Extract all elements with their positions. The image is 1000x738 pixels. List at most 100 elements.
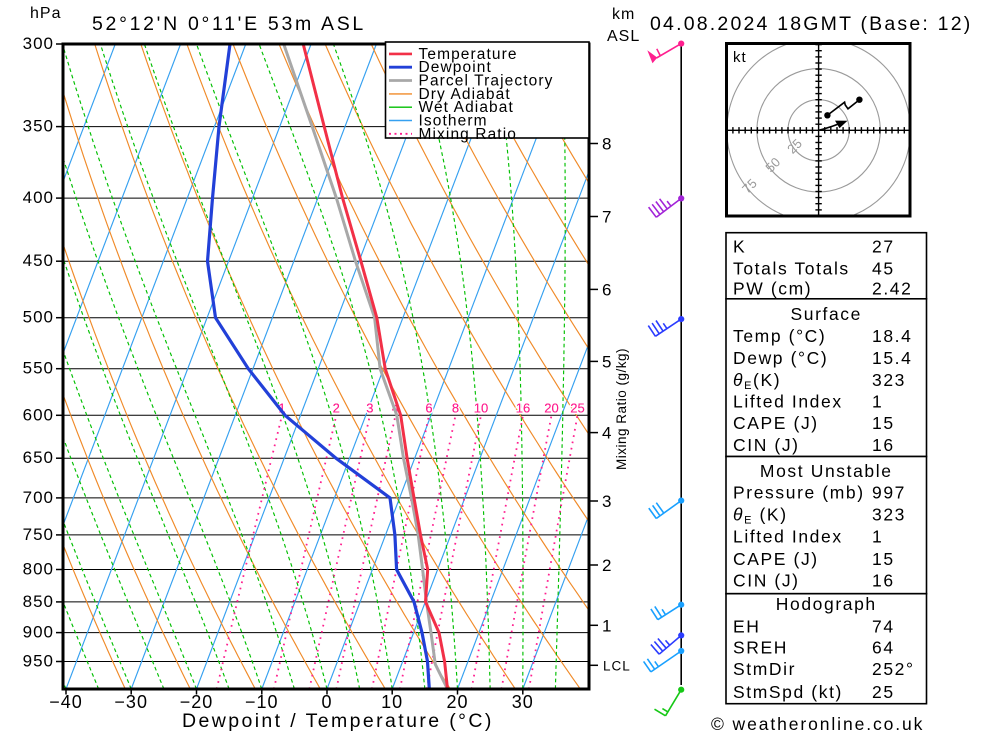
svg-text:CIN (J): CIN (J) — [733, 435, 800, 455]
svg-text:StmDir: StmDir — [733, 659, 796, 679]
svg-text:1: 1 — [278, 401, 285, 416]
svg-text:6: 6 — [425, 401, 432, 416]
svg-text:−30: −30 — [114, 692, 148, 712]
svg-text:700: 700 — [23, 488, 54, 507]
svg-text:1: 1 — [602, 616, 611, 635]
svg-text:6: 6 — [425, 401, 432, 416]
svg-text:© weatheronline.co.uk: © weatheronline.co.uk — [711, 714, 924, 733]
svg-text:997: 997 — [872, 482, 906, 502]
svg-text:kt: kt — [733, 49, 747, 66]
svg-text:16: 16 — [872, 570, 895, 590]
svg-text:Pressure (mb): Pressure (mb) — [733, 482, 865, 502]
svg-text:θE(K): θE(K) — [733, 370, 781, 392]
svg-text:CAPE (J): CAPE (J) — [733, 549, 819, 569]
svg-text:Dewp (°C): Dewp (°C) — [733, 348, 828, 368]
svg-text:Lifted Index: Lifted Index — [733, 392, 843, 412]
svg-text:10: 10 — [474, 401, 488, 416]
svg-text:Mixing Ratio (g/kg): Mixing Ratio (g/kg) — [614, 348, 629, 470]
svg-text:Surface: Surface — [790, 304, 862, 324]
svg-text:400: 400 — [23, 188, 54, 207]
svg-text:LCL: LCL — [603, 659, 631, 674]
svg-text:Most Unstable: Most Unstable — [760, 461, 893, 481]
svg-text:−40: −40 — [49, 692, 83, 712]
svg-text:2: 2 — [602, 556, 611, 575]
svg-text:Parcel Trajectory: Parcel Trajectory — [419, 73, 554, 90]
svg-text:2: 2 — [333, 401, 340, 416]
svg-text:Lifted Index: Lifted Index — [733, 527, 843, 547]
svg-text:2: 2 — [333, 401, 340, 416]
svg-text:Mixing Ratio: Mixing Ratio — [419, 126, 517, 143]
svg-text:350: 350 — [23, 117, 54, 136]
svg-text:64: 64 — [872, 638, 895, 658]
svg-text:450: 450 — [23, 251, 54, 270]
svg-text:950: 950 — [23, 652, 54, 671]
svg-text:3: 3 — [602, 492, 611, 511]
svg-text:K: K — [733, 237, 746, 257]
svg-text:2.42: 2.42 — [872, 278, 912, 298]
svg-text:8: 8 — [452, 401, 459, 416]
svg-text:EH: EH — [733, 616, 761, 636]
svg-text:Dewpoint: Dewpoint — [419, 59, 492, 76]
svg-text:StmSpd (kt): StmSpd (kt) — [733, 682, 843, 702]
svg-text:20: 20 — [446, 692, 468, 712]
svg-text:1: 1 — [278, 401, 285, 416]
svg-text:600: 600 — [23, 405, 54, 424]
svg-text:3: 3 — [366, 401, 373, 416]
svg-text:16: 16 — [872, 435, 895, 455]
svg-text:CIN (J): CIN (J) — [733, 570, 800, 590]
svg-text:−10: −10 — [245, 692, 279, 712]
svg-text:750: 750 — [23, 525, 54, 544]
svg-text:900: 900 — [23, 623, 54, 642]
svg-text:850: 850 — [23, 592, 54, 611]
svg-text:650: 650 — [23, 448, 54, 467]
svg-text:323: 323 — [872, 505, 906, 525]
svg-text:300: 300 — [23, 34, 54, 53]
svg-text:6: 6 — [602, 280, 611, 299]
svg-text:1: 1 — [872, 527, 883, 547]
svg-text:550: 550 — [23, 359, 54, 378]
svg-text:Dry Adiabat: Dry Adiabat — [419, 86, 511, 103]
svg-text:km: km — [612, 6, 635, 23]
svg-text:04.08.2024 18GMT (Base: 12): 04.08.2024 18GMT (Base: 12) — [650, 13, 972, 35]
svg-text:Dewpoint / Temperature (°C): Dewpoint / Temperature (°C) — [182, 710, 494, 732]
svg-text:7: 7 — [602, 208, 611, 227]
svg-text:hPa: hPa — [30, 5, 61, 22]
svg-text:800: 800 — [23, 560, 54, 579]
svg-text:52°12'N 0°11'E 53m ASL: 52°12'N 0°11'E 53m ASL — [92, 13, 366, 35]
svg-text:25: 25 — [570, 401, 584, 416]
svg-text:16: 16 — [516, 401, 530, 416]
svg-text:Temperature: Temperature — [419, 46, 518, 63]
svg-text:20: 20 — [544, 401, 558, 416]
svg-text:10: 10 — [474, 401, 488, 416]
svg-text:8: 8 — [452, 401, 459, 416]
svg-text:8: 8 — [602, 135, 611, 154]
svg-text:15: 15 — [872, 413, 895, 433]
svg-text:Hodograph: Hodograph — [776, 594, 877, 614]
svg-text:−20: −20 — [180, 692, 214, 712]
svg-text:25: 25 — [570, 401, 584, 416]
svg-text:Wet Adiabat: Wet Adiabat — [419, 99, 514, 116]
svg-text:20: 20 — [544, 401, 558, 416]
svg-text:3: 3 — [366, 401, 373, 416]
svg-text:18.4: 18.4 — [872, 326, 912, 346]
svg-text:Isotherm: Isotherm — [419, 113, 488, 130]
svg-text:252°: 252° — [872, 659, 915, 679]
svg-text:500: 500 — [23, 308, 54, 327]
svg-text:1: 1 — [872, 392, 883, 412]
svg-text:θE (K): θE (K) — [733, 505, 788, 527]
svg-text:Totals Totals: Totals Totals — [733, 259, 850, 279]
svg-text:45: 45 — [872, 259, 895, 279]
svg-text:0: 0 — [321, 692, 332, 712]
svg-text:25: 25 — [872, 682, 895, 702]
svg-text:SREH: SREH — [733, 638, 788, 658]
svg-text:4: 4 — [602, 424, 611, 443]
svg-text:PW (cm): PW (cm) — [733, 278, 812, 298]
svg-text:15: 15 — [872, 549, 895, 569]
svg-text:10: 10 — [381, 692, 403, 712]
svg-text:ASL: ASL — [607, 28, 640, 45]
svg-text:74: 74 — [872, 616, 895, 636]
svg-text:323: 323 — [872, 370, 906, 390]
svg-text:15.4: 15.4 — [872, 348, 912, 368]
svg-text:CAPE (J): CAPE (J) — [733, 413, 819, 433]
svg-text:16: 16 — [516, 401, 530, 416]
